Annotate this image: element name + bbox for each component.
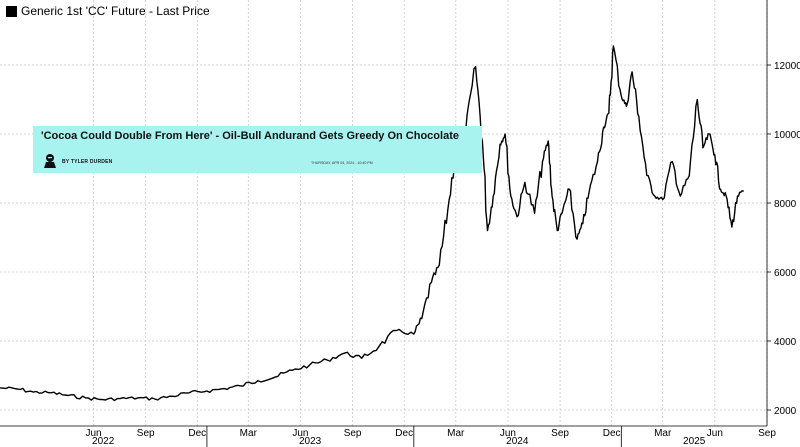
- y-tick-label: 6000: [774, 268, 797, 279]
- callout-timestamp: THURSDAY, APR 04, 2024 - 10:40 PM: [311, 161, 373, 165]
- x-tick-label: Jun: [85, 428, 101, 439]
- y-tick-label: 8000: [774, 199, 797, 210]
- news-callout: 'Cocoa Could Double From Here' - Oil-Bul…: [33, 126, 482, 173]
- y-tick-label: 2000: [774, 406, 797, 417]
- x-tick-label: Jun: [500, 428, 516, 439]
- x-tick-label: Dec: [188, 428, 206, 439]
- x-tick-label: Dec: [603, 428, 621, 439]
- x-tick-label: Sep: [758, 428, 776, 439]
- year-label: 2022: [92, 436, 115, 447]
- y-tick-label: 4000: [774, 337, 797, 348]
- year-label: 2025: [683, 436, 706, 447]
- legend: Generic 1st 'CC' Future - Last Price: [6, 4, 210, 18]
- y-tick-label: 12000: [774, 61, 800, 72]
- x-tick-label: Sep: [551, 428, 569, 439]
- x-tick-label: Sep: [344, 428, 362, 439]
- x-tick-label: Jun: [292, 428, 308, 439]
- callout-headline: 'Cocoa Could Double From Here' - Oil-Bul…: [41, 130, 459, 142]
- x-tick-label: Dec: [395, 428, 413, 439]
- x-tick-label: Sep: [137, 428, 155, 439]
- year-label: 2024: [506, 436, 529, 447]
- price-series-line: [0, 45, 744, 402]
- x-tick-label: Jun: [707, 428, 723, 439]
- author-avatar-icon: [44, 154, 56, 168]
- legend-label: Generic 1st 'CC' Future - Last Price: [21, 4, 210, 18]
- x-tick-label: Mar: [447, 428, 465, 439]
- legend-swatch: [6, 5, 17, 17]
- x-tick-label: Mar: [240, 428, 258, 439]
- x-tick-label: Mar: [654, 428, 672, 439]
- y-tick-label: 10000: [774, 130, 800, 141]
- year-label: 2023: [299, 436, 322, 447]
- callout-author: BY TYLER DURDEN: [62, 159, 113, 165]
